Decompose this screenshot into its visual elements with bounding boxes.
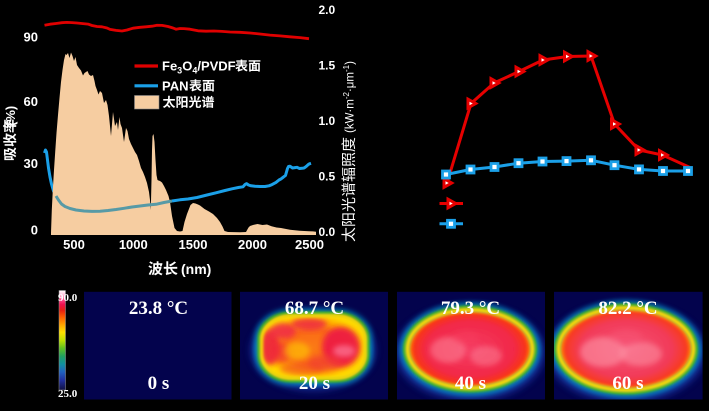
svg-text:60 s: 60 s (612, 373, 643, 394)
svg-text:90: 90 (24, 30, 38, 45)
svg-text:0.0: 0.0 (319, 225, 336, 239)
svg-text:500: 500 (63, 237, 85, 252)
svg-text:1000: 1000 (119, 237, 148, 252)
svg-text:1500: 1500 (179, 237, 208, 252)
svg-text:20 s: 20 s (299, 373, 330, 394)
svg-text:1.0: 1.0 (319, 114, 336, 128)
svg-text:23.8 °C: 23.8 °C (129, 298, 188, 319)
svg-text:Fe3O4/PVDF: Fe3O4/PVDF (162, 59, 236, 76)
svg-text:25.0: 25.0 (58, 388, 78, 400)
svg-text:(kW·m-2·μm-1): (kW·m-2·μm-1) (342, 61, 357, 133)
svg-text:68.7 °C: 68.7 °C (285, 298, 344, 319)
svg-text:PAN: PAN (162, 78, 188, 93)
svg-text:82.2 °C: 82.2 °C (598, 298, 657, 319)
svg-text:40 s: 40 s (455, 373, 486, 394)
svg-text:2000: 2000 (238, 237, 267, 252)
svg-text:1.5: 1.5 (319, 59, 336, 73)
svg-text:30: 30 (24, 156, 38, 171)
svg-text:2.0: 2.0 (319, 3, 336, 17)
svg-text:60: 60 (24, 94, 38, 109)
svg-text:(%): (%) (3, 106, 18, 126)
svg-text:0.5: 0.5 (319, 170, 336, 184)
svg-text:(nm): (nm) (181, 261, 211, 277)
svg-text:79.3 °C: 79.3 °C (441, 298, 500, 319)
svg-text:0 s: 0 s (148, 373, 170, 394)
svg-text:2500: 2500 (295, 237, 324, 252)
svg-text:0: 0 (31, 223, 38, 238)
svg-text:90.0: 90.0 (58, 292, 78, 304)
